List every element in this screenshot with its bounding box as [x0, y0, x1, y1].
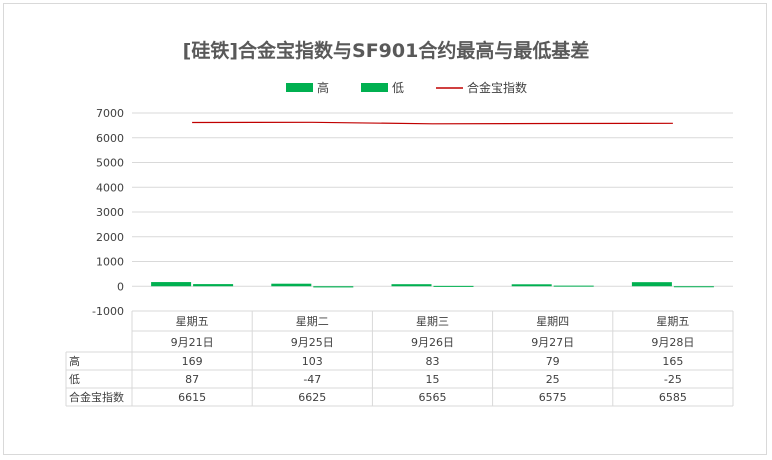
y-tick-label: 0 [117, 280, 124, 293]
table-cell-value: 87 [185, 373, 199, 386]
y-tick-label: 3000 [96, 206, 124, 219]
y-axis: 7000 6000 5000 4000 3000 2000 1000 0 -1000 [92, 107, 124, 318]
table-cell-value: 6615 [178, 391, 206, 404]
category-date: 9月27日 [531, 336, 574, 349]
table-row-label: 低 [69, 373, 80, 386]
bar-low [433, 285, 474, 287]
table-cell-value: 6585 [659, 391, 687, 404]
bars [151, 282, 714, 288]
table-cell-value: 169 [182, 355, 203, 368]
legend: 高 低 合金宝指数 [286, 80, 527, 95]
category-weekday: 星期二 [296, 315, 329, 328]
bar-low [553, 285, 594, 287]
table-cell-value: 25 [546, 373, 560, 386]
y-tick-label: 2000 [96, 231, 124, 244]
category-date: 9月25日 [291, 336, 334, 349]
legend-label-low: 低 [392, 81, 404, 95]
table-cell-value: 6575 [539, 391, 567, 404]
y-tick-label: 5000 [96, 157, 124, 170]
table-cell-value: 15 [426, 373, 440, 386]
legend-label-high: 高 [317, 80, 329, 95]
table-cell-value: -25 [664, 373, 682, 386]
table-cell-value: 79 [546, 355, 560, 368]
gridlines [132, 112, 733, 312]
category-weekday: 星期五 [176, 315, 209, 328]
y-tick-label: 1000 [96, 256, 124, 269]
chart-frame [3, 3, 767, 455]
bar-high [391, 284, 432, 287]
table-row-label: 合金宝指数 [69, 390, 124, 404]
y-tick-label: 7000 [96, 107, 124, 120]
legend-swatch-low [361, 83, 388, 92]
index-line [192, 121, 673, 125]
bar-high [511, 284, 552, 287]
y-tick-label: -1000 [92, 305, 124, 318]
category-weekday: 星期四 [536, 315, 569, 328]
table-cell-value: -47 [303, 373, 321, 386]
table-cell-value: 83 [426, 355, 440, 368]
y-tick-label: 4000 [96, 181, 124, 194]
category-weekday: 星期五 [656, 315, 689, 328]
category-date: 9月28日 [651, 336, 694, 349]
table-cell-value: 103 [302, 355, 323, 368]
bar-low [673, 286, 714, 288]
table-row-label: 高 [69, 354, 80, 368]
category-weekday: 星期三 [416, 315, 449, 328]
bar-high [151, 282, 192, 287]
bar-low [193, 284, 234, 287]
bar-high [631, 282, 672, 287]
table-cell-value: 6565 [419, 391, 447, 404]
table-cell-value: 165 [662, 355, 683, 368]
legend-label-index: 合金宝指数 [467, 80, 527, 95]
category-date: 9月26日 [411, 336, 454, 349]
series-line [192, 121, 673, 125]
table-cell-value: 6625 [298, 391, 326, 404]
chart-title: [硅铁]合金宝指数与SF901合约最高与最低基差 [182, 40, 590, 62]
legend-swatch-high [286, 83, 313, 92]
bar-high [271, 283, 312, 287]
category-date: 9月21日 [171, 336, 214, 349]
data-table: 星期五 9月21日 星期二 9月25日 星期三 9月26日 星期四 9月27日 星期五 9月28日… [65, 310, 734, 407]
bar-low [313, 286, 354, 288]
y-tick-label: 6000 [96, 132, 124, 145]
